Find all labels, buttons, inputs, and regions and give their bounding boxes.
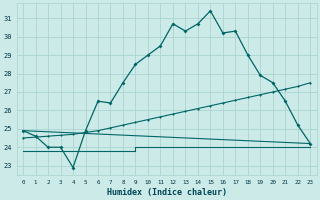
X-axis label: Humidex (Indice chaleur): Humidex (Indice chaleur): [107, 188, 227, 197]
